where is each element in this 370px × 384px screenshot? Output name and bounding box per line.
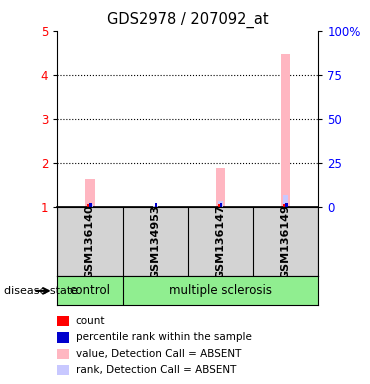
Bar — [87, 204, 91, 207]
Bar — [285, 203, 288, 207]
Bar — [85, 179, 94, 207]
Text: control: control — [70, 285, 111, 297]
Bar — [152, 205, 158, 207]
FancyBboxPatch shape — [57, 316, 69, 326]
Text: GSM136147: GSM136147 — [215, 205, 225, 279]
Text: GSM136140: GSM136140 — [85, 205, 95, 279]
Bar — [218, 204, 221, 207]
Bar — [281, 54, 290, 207]
Bar — [90, 203, 92, 207]
Text: GSM136149: GSM136149 — [280, 205, 290, 279]
Text: value, Detection Call = ABSENT: value, Detection Call = ABSENT — [75, 349, 241, 359]
Title: GDS2978 / 207092_at: GDS2978 / 207092_at — [107, 12, 269, 28]
Text: disease state: disease state — [4, 286, 78, 296]
Bar — [216, 169, 225, 207]
Bar — [283, 195, 288, 207]
Bar — [87, 204, 92, 207]
Text: count: count — [75, 316, 105, 326]
Text: rank, Detection Call = ABSENT: rank, Detection Call = ABSENT — [75, 365, 236, 375]
FancyBboxPatch shape — [57, 349, 69, 359]
Bar — [283, 204, 286, 207]
FancyBboxPatch shape — [57, 365, 69, 375]
Bar — [218, 201, 223, 207]
Text: percentile rank within the sample: percentile rank within the sample — [75, 333, 252, 343]
Text: multiple sclerosis: multiple sclerosis — [169, 285, 272, 297]
Bar — [155, 203, 157, 207]
Bar — [220, 203, 222, 207]
FancyBboxPatch shape — [57, 332, 69, 343]
Text: GSM134953: GSM134953 — [150, 205, 160, 279]
